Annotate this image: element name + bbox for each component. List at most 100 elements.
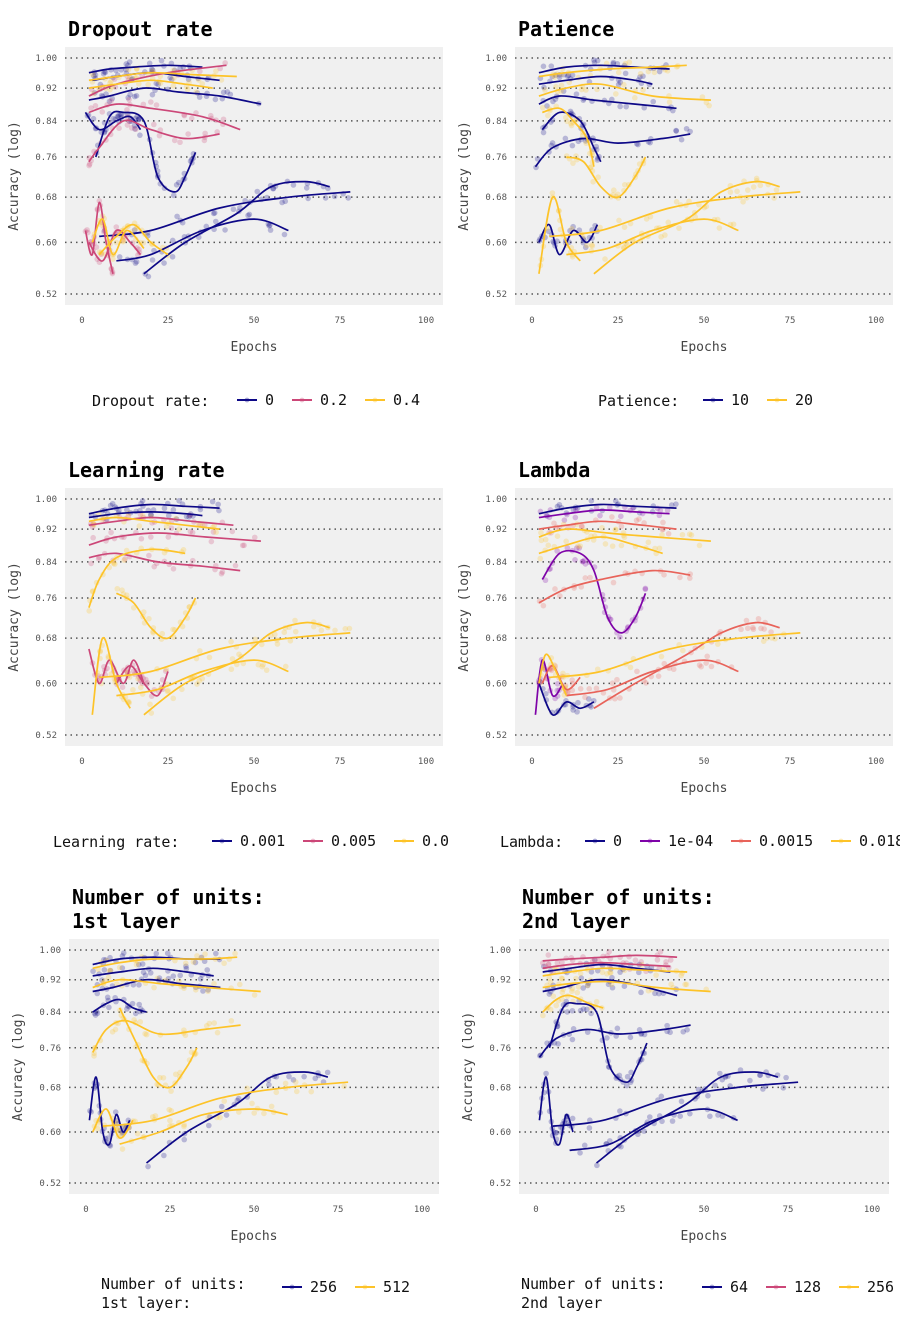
y-tick-label: 0.52 (35, 290, 57, 300)
x-tick-label: 25 (613, 316, 624, 326)
data-point (146, 60, 153, 67)
data-point (207, 112, 214, 119)
data-point (663, 959, 669, 965)
data-point (290, 182, 297, 188)
data-point (548, 63, 555, 69)
data-point (547, 979, 554, 986)
data-point (708, 663, 715, 670)
y-axis-label: Accuracy (log) (457, 562, 472, 672)
data-point (203, 1022, 210, 1029)
series-line (143, 621, 330, 716)
data-point (623, 103, 630, 110)
data-point (108, 78, 114, 85)
data-point (615, 69, 622, 76)
data-point (621, 224, 628, 230)
series-line (143, 180, 330, 275)
data-point (132, 1010, 139, 1017)
data-point (185, 131, 191, 137)
data-point (591, 57, 597, 63)
data-point (652, 990, 658, 997)
series-line (92, 967, 214, 977)
legend-title: Lambda: (500, 833, 563, 851)
data-point (643, 216, 650, 222)
trend-lines (88, 956, 349, 1164)
data-point (538, 529, 544, 536)
data-point (677, 574, 683, 581)
legend-label: 0 (613, 832, 622, 850)
data-point (107, 954, 113, 961)
x-tick-label: 25 (163, 757, 174, 767)
data-point (244, 1085, 250, 1092)
data-point (200, 988, 206, 994)
y-tick-label: 0.52 (485, 290, 507, 300)
x-tick-label: 25 (163, 316, 174, 326)
data-point (772, 635, 778, 642)
x-tick-label: 100 (868, 316, 884, 326)
y-tick-label: 0.60 (35, 679, 57, 689)
x-tick-label: 0 (529, 757, 534, 767)
data-point (292, 1079, 299, 1085)
data-point (108, 97, 114, 104)
data-point (553, 1129, 559, 1136)
data-point (134, 1130, 141, 1137)
data-point (303, 185, 310, 191)
x-tick-label: 75 (335, 757, 346, 767)
legend-key-dot (709, 1284, 715, 1290)
data-point (665, 219, 672, 226)
data-point (181, 985, 187, 991)
panel-title: Dropout rate (68, 17, 213, 41)
data-point (572, 557, 578, 563)
data-point (719, 1076, 726, 1083)
data-point (246, 211, 253, 218)
series-line (538, 536, 663, 555)
data-point (266, 1081, 272, 1088)
data-point (618, 513, 624, 520)
series-line (84, 111, 142, 131)
data-point (117, 111, 124, 118)
data-point (664, 507, 671, 514)
data-point (152, 1113, 159, 1119)
series-line (84, 201, 114, 274)
y-tick-label: 0.68 (489, 1083, 511, 1093)
data-point (549, 190, 556, 196)
data-point (659, 531, 665, 538)
series-line (542, 994, 604, 1013)
data-point (121, 557, 127, 563)
data-point (550, 98, 556, 105)
y-tick-label: 0.76 (35, 594, 57, 604)
x-tick-label: 50 (699, 1205, 710, 1215)
data-point (222, 60, 228, 66)
series-line (115, 664, 169, 697)
data-point (578, 86, 585, 93)
data-point (538, 537, 545, 544)
y-tick-label: 0.84 (35, 117, 57, 127)
series-line (88, 79, 213, 89)
data-point (110, 560, 117, 567)
data-point (196, 677, 203, 684)
data-point (642, 586, 649, 593)
y-tick-label: 1.00 (39, 946, 61, 956)
y-tick-label: 0.84 (39, 1008, 61, 1018)
data-point (185, 76, 192, 83)
data-point (208, 538, 215, 545)
data-point (680, 647, 686, 654)
data-point (167, 74, 173, 81)
data-point (641, 1128, 647, 1134)
data-point (110, 115, 116, 122)
legend-key-dot (310, 838, 316, 844)
x-tick-label: 0 (529, 316, 534, 326)
data-point (147, 970, 154, 976)
data-point (610, 59, 617, 66)
data-point (228, 666, 235, 673)
data-point (577, 685, 584, 692)
panel-dropout-rate: Dropout rate 0.52 0.60 0.68 0.76 0.84 0.92 1.0… (7, 17, 443, 410)
legend-label: 0.001 (240, 832, 285, 850)
data-point (659, 1118, 665, 1125)
data-point (177, 972, 184, 979)
data-point (773, 187, 780, 193)
data-point (609, 680, 616, 687)
data-point (569, 1115, 576, 1122)
data-point (634, 668, 640, 675)
data-point (202, 951, 208, 957)
data-point (180, 547, 187, 553)
